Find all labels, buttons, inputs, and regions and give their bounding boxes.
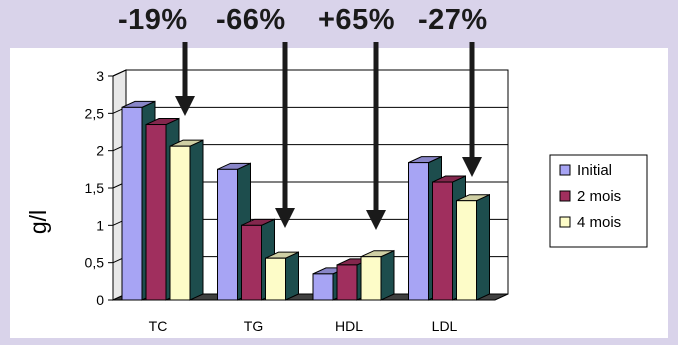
bar-tg-4-mois [265,257,286,301]
bar-ldl-2-mois [432,181,453,301]
arrow-head [275,208,295,228]
x-tick-label: HDL [335,318,363,334]
legend-label: 4 mois [577,214,621,231]
legend-label: Initial [577,162,612,179]
bar-side [285,251,299,301]
y-axis-label: g/l [25,210,51,234]
y-tick-label: 3 [96,68,104,84]
annotation-tc: -19% [118,4,188,36]
bar-ldl-initial [408,162,429,301]
y-tick-label: 2 [96,143,104,159]
bar-tg-initial [217,168,238,301]
legend-swatch [559,164,571,176]
bar-hdl-initial [312,273,334,301]
y-tick-label: 1,5 [85,180,105,196]
y-tick-label: 2,5 [85,105,105,121]
x-tick-label: TC [149,318,168,334]
annotation-hdl: +65% [318,4,395,36]
x-tick-label: TG [244,318,263,334]
bar-ldl-4-mois [456,200,477,301]
bar-side [189,139,204,301]
annotation-ldl: -27% [418,4,488,36]
bar-side [380,249,395,301]
bar-side [476,193,490,301]
bar-tg-2-mois [241,224,262,301]
bar-hdl-2-mois [336,264,358,301]
legend-swatch [559,216,571,228]
bar-tc-4-mois [169,145,191,301]
y-tick-label: 0 [96,292,104,308]
arrow-head [366,210,386,230]
arrow-head [175,96,195,116]
legend-label: 2 mois [577,188,621,205]
legend-swatch [559,190,571,202]
gridline [112,69,508,77]
y-tick-label: 1 [96,217,104,233]
annotation-tg: -66% [216,4,286,36]
bar-tc-2-mois [145,124,167,301]
y-tick-label: 0,5 [85,255,105,271]
bar-hdl-4-mois [360,256,382,301]
x-tick-label: LDL [432,318,458,334]
arrow-head [462,157,482,177]
bar-tc-initial [121,106,143,301]
